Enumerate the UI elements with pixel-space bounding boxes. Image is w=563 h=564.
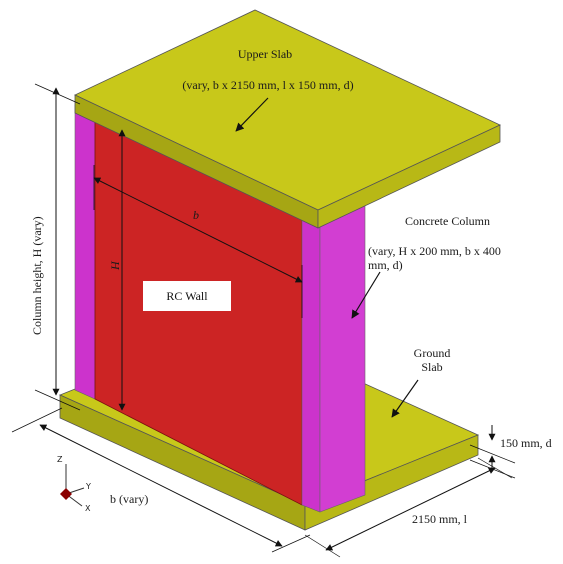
concrete-column-title: Concrete Column (405, 214, 490, 228)
axis-triad (60, 464, 85, 507)
dimension-thickness (469, 425, 516, 479)
axis-z-label: Z (57, 455, 63, 464)
upper-slab-side (317, 124, 501, 229)
column-height-label: Column height, H (vary) (30, 216, 44, 335)
thickness-label: 150 mm, d (500, 436, 552, 450)
axis-x-label: X (85, 504, 91, 513)
rc-wall-label: RC Wall (143, 281, 231, 311)
right-column-front (301, 217, 321, 513)
left-column (74, 104, 96, 400)
length-dimension-label: 2150 mm, l (412, 512, 468, 526)
dimension-b-label: b (193, 208, 199, 222)
upper-slab-title: Upper Slab (237, 47, 293, 61)
right-column (301, 204, 366, 513)
ground-slab-label-line1: Ground (413, 346, 451, 360)
axis-y-label: Y (86, 482, 91, 491)
dimension-column-height (34, 83, 81, 411)
dimension-b (93, 165, 303, 318)
column-leader (351, 271, 381, 319)
upper-slab-spec: (vary, b x 2150 mm, l x 150 mm, d) (182, 78, 354, 92)
ground-slab-label-line2: Slab (421, 360, 443, 374)
width-dimension-label: b (vary) (110, 492, 149, 506)
upper-slab-leader (235, 97, 269, 132)
concrete-column-spec-line1: (vary, H x 200 mm, b x 400 (368, 244, 501, 258)
dimension-H-label: H (108, 261, 122, 270)
concrete-column-spec-line2: mm, d) (368, 258, 403, 272)
dimension-b-vary (11, 407, 311, 553)
left-column-face (74, 104, 96, 400)
ground-slab-leader (391, 379, 419, 418)
right-column-side (319, 204, 366, 513)
